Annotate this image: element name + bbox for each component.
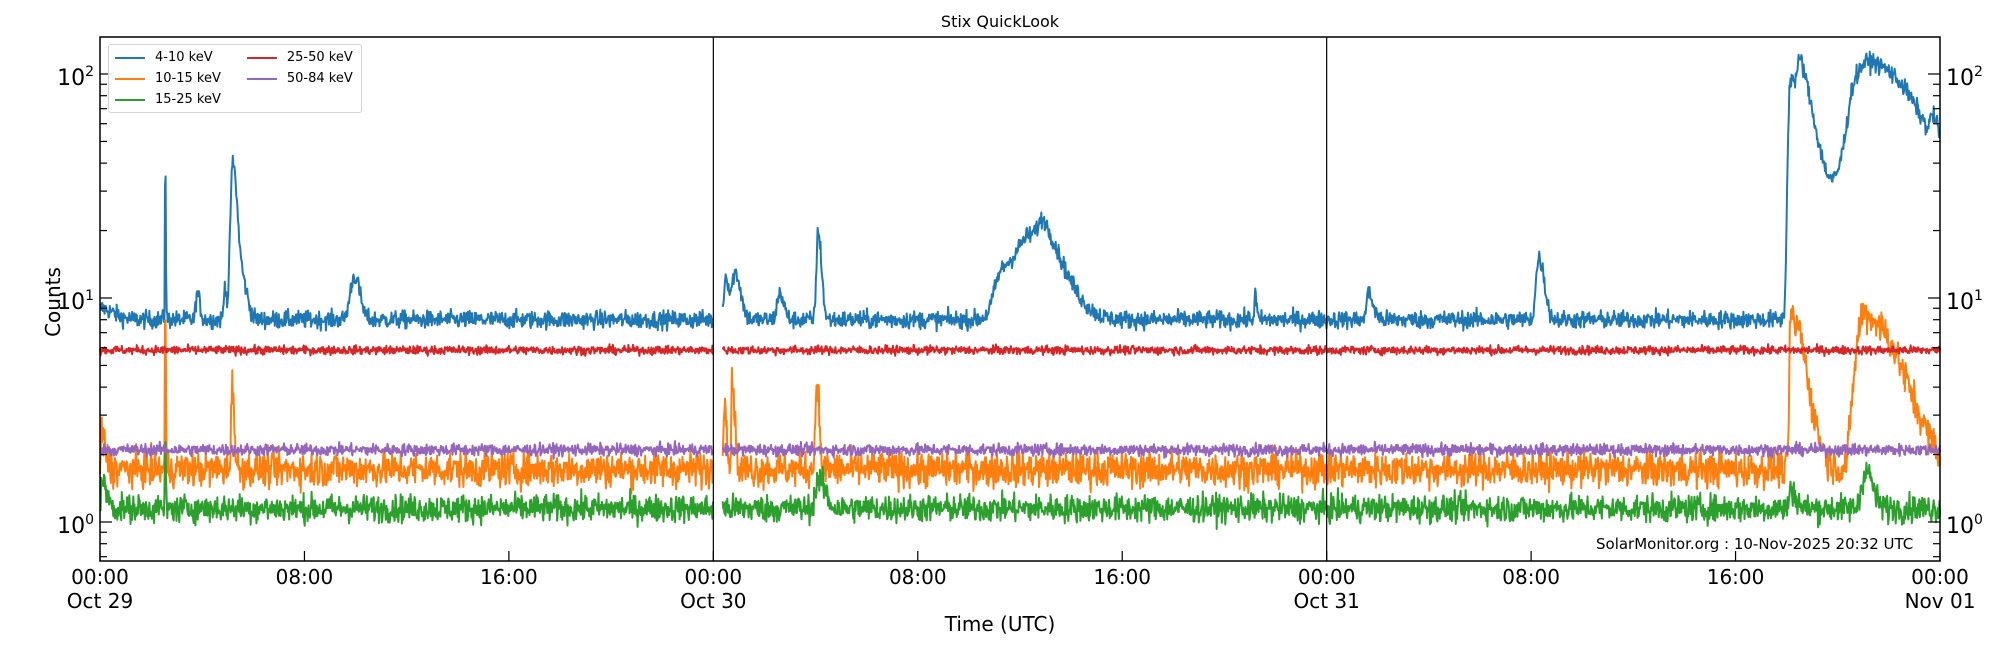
y-tick-label-right: 100 — [1946, 512, 1983, 539]
legend-item-4-10kev: 4-10 keV — [115, 48, 221, 67]
series-line-15-25kev — [99, 440, 1941, 530]
series-layer — [99, 50, 1941, 530]
axes-frame — [99, 36, 1941, 562]
x-tick-label: 00:00 Oct 29 — [40, 565, 160, 613]
x-tick-time: 16:00 — [1093, 565, 1152, 589]
x-tick-label: 16:00 — [1062, 565, 1182, 589]
y-tick-label-right: 101 — [1946, 288, 1983, 315]
x-tick-label: 16:00 — [1676, 565, 1796, 589]
y-tick-label-left: 102 — [57, 64, 94, 91]
x-tick-time: 08:00 — [275, 565, 334, 589]
legend-swatch-25-50kev — [246, 56, 277, 59]
x-tick-time: 00:00 — [684, 565, 743, 589]
legend-item-50-84kev: 50-84 keV — [246, 69, 353, 88]
chart-title: Stix QuickLook — [940, 12, 1060, 31]
legend-swatch-15-25kev — [115, 98, 145, 101]
x-tick-label: 08:00 — [1471, 565, 1591, 589]
legend: 4-10 keV 25-50 keV 10-15 keV 50-84 keV 1… — [108, 44, 362, 113]
day-divider-lines — [712, 37, 1328, 561]
x-tick-label: 00:00 Oct 31 — [1267, 565, 1387, 613]
legend-swatch-10-15kev — [115, 77, 145, 80]
x-axis-label: Time (UTC) — [944, 612, 1056, 636]
legend-label: 4-10 keV — [155, 50, 213, 65]
series-line-10-15kev — [99, 302, 1941, 495]
x-tick-label: 08:00 — [858, 565, 978, 589]
axis-ticks — [99, 73, 1941, 561]
x-tick-time: 16:00 — [480, 565, 538, 589]
legend-swatch-4-10kev — [115, 56, 145, 59]
x-tick-time: 08:00 — [888, 565, 947, 589]
y-tick-label-left: 100 — [57, 512, 94, 539]
legend-item-15-25kev: 15-25 keV — [115, 90, 221, 109]
x-tick-label: 00:00 Nov 01 — [1880, 565, 2000, 613]
y-tick-label-right: 102 — [1946, 64, 1983, 91]
legend-item-10-15kev: 10-15 keV — [115, 69, 221, 88]
x-tick-time: 00:00 — [1297, 565, 1356, 589]
x-tick-time: 16:00 — [1706, 565, 1765, 589]
x-tick-date: Oct 31 — [1293, 589, 1360, 613]
legend-item-25-50kev: 25-50 keV — [246, 48, 353, 67]
series-line-4-10kev — [99, 50, 1941, 333]
x-tick-label: 00:00 Oct 30 — [653, 565, 773, 613]
legend-label: 15-25 keV — [155, 92, 221, 107]
x-tick-date: Oct 29 — [66, 589, 134, 613]
x-tick-label: 08:00 — [244, 565, 364, 589]
x-tick-date: Nov 01 — [1904, 589, 1976, 613]
x-tick-date: Oct 30 — [680, 589, 747, 613]
y-tick-label-left: 101 — [57, 288, 94, 315]
x-tick-time: 08:00 — [1502, 565, 1560, 589]
series-line-50-84kev — [99, 440, 1941, 460]
x-tick-time: 00:00 — [1911, 565, 1969, 589]
legend-swatch-50-84kev — [246, 77, 277, 80]
watermark-text: SolarMonitor.org : 10-Nov-2025 20:32 UTC — [1596, 535, 1914, 553]
legend-label: 25-50 keV — [286, 50, 353, 65]
legend-label: 50-84 keV — [286, 71, 353, 86]
x-tick-label: 16:00 — [449, 565, 569, 589]
legend-label: 10-15 keV — [155, 71, 221, 86]
x-tick-time: 00:00 — [71, 565, 129, 589]
series-line-25-50kev — [99, 343, 1941, 357]
